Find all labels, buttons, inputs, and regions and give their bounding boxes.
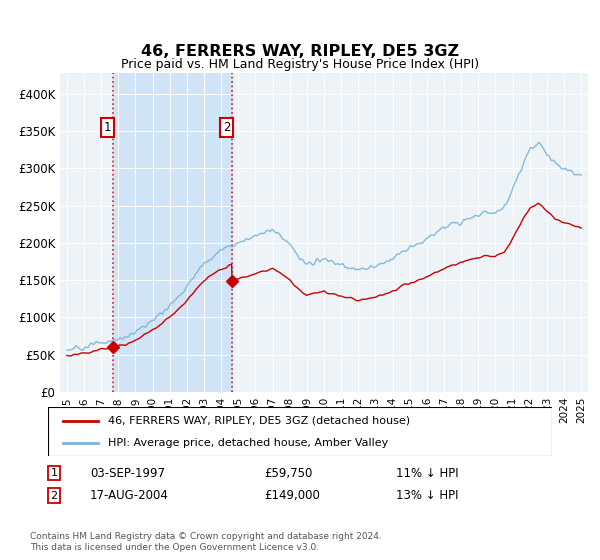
- Text: 03-SEP-1997: 03-SEP-1997: [90, 466, 165, 480]
- Text: 17-AUG-2004: 17-AUG-2004: [90, 489, 169, 502]
- Text: Contains HM Land Registry data © Crown copyright and database right 2024.
This d: Contains HM Land Registry data © Crown c…: [30, 532, 382, 552]
- Text: 1: 1: [104, 121, 111, 134]
- Text: 2: 2: [50, 491, 58, 501]
- Text: 11% ↓ HPI: 11% ↓ HPI: [396, 466, 458, 480]
- Text: 46, FERRERS WAY, RIPLEY, DE5 3GZ (detached house): 46, FERRERS WAY, RIPLEY, DE5 3GZ (detach…: [109, 416, 410, 426]
- Text: HPI: Average price, detached house, Amber Valley: HPI: Average price, detached house, Ambe…: [109, 437, 389, 447]
- Text: £59,750: £59,750: [264, 466, 313, 480]
- Text: 46, FERRERS WAY, RIPLEY, DE5 3GZ: 46, FERRERS WAY, RIPLEY, DE5 3GZ: [141, 44, 459, 59]
- Text: 2: 2: [223, 121, 230, 134]
- Bar: [113, 73, 232, 392]
- Text: 13% ↓ HPI: 13% ↓ HPI: [396, 489, 458, 502]
- Text: £149,000: £149,000: [264, 489, 320, 502]
- Text: Price paid vs. HM Land Registry's House Price Index (HPI): Price paid vs. HM Land Registry's House …: [121, 58, 479, 71]
- Text: 1: 1: [50, 468, 58, 478]
- FancyBboxPatch shape: [48, 407, 552, 456]
